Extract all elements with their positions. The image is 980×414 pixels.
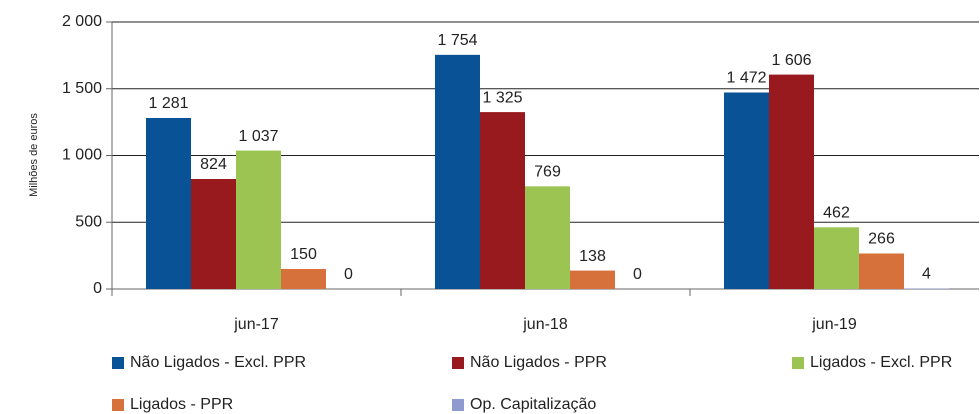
value-label: 138 [579,248,606,265]
bar [724,92,769,289]
value-label: 1 754 [437,32,477,49]
value-label: 0 [633,266,642,283]
bar [281,268,326,289]
x-tick-label: jun-19 [811,316,857,333]
legend-swatch [792,357,804,369]
value-label: 150 [290,246,317,263]
legend-swatch [112,399,124,411]
value-label: 1 606 [771,52,811,69]
legend-label: Ligados - PPR [130,396,233,413]
value-label: 1 472 [726,70,766,87]
bar [769,74,814,289]
legend-label: Não Ligados - PPR [470,354,607,371]
y-tick-label: 1 500 [62,80,102,97]
legend-label: Op. Capitalização [470,396,596,413]
bar [236,150,281,289]
value-label: 0 [344,266,353,283]
bar [859,253,904,289]
legend-swatch [452,399,464,411]
legend-swatch [452,357,464,369]
x-tick-label: jun-18 [522,316,568,333]
y-axis-label: Milhões de euros [28,113,40,197]
bar [904,288,949,289]
bar [480,112,525,289]
value-label: 1 037 [238,128,278,145]
y-tick-label: 500 [75,213,102,230]
value-label: 1 325 [482,89,522,106]
y-tick-label: 1 000 [62,147,102,164]
legend-label: Ligados - Excl. PPR [810,354,952,371]
value-label: 266 [868,231,895,248]
bar [146,117,191,289]
legend-swatch [112,357,124,369]
y-tick-label: 2 000 [62,13,102,30]
bar [525,186,570,289]
value-label: 4 [922,266,931,283]
value-label: 824 [200,156,227,173]
value-label: 1 281 [148,95,188,112]
value-label: 769 [534,164,561,181]
bar [435,54,480,289]
y-tick-label: 0 [93,280,102,297]
x-tick-label: jun-17 [233,316,279,333]
bar [814,227,859,289]
legend-label: Não Ligados - Excl. PPR [130,354,306,371]
bar [191,178,236,289]
value-label: 462 [823,205,850,222]
bar [570,270,615,289]
